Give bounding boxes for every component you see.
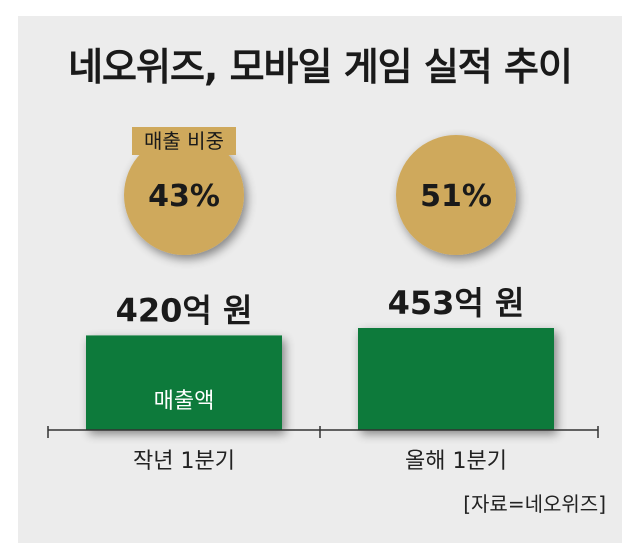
x-tick-label: 작년 1분기 [133,449,235,474]
chart-title: 네오위즈, 모바일 게임 실적 추이 [68,45,573,89]
source-note: [자료=네오위즈] [463,492,606,516]
bar [86,335,282,430]
share-bubble [396,135,516,255]
bar-inner-label: 매출액 [154,389,215,414]
bar-value-label: 453억 원 [388,284,525,322]
x-tick-label: 올해 1분기 [405,449,507,474]
share-value: 43% [148,179,220,214]
share-caption-box [132,127,236,155]
bar-value-label: 420억 원 [116,291,253,329]
share-caption: 매출 비중 [144,129,224,153]
chart-card [18,16,622,543]
share-bubble [124,135,244,255]
bar [358,328,554,430]
share-value: 51% [420,179,492,214]
